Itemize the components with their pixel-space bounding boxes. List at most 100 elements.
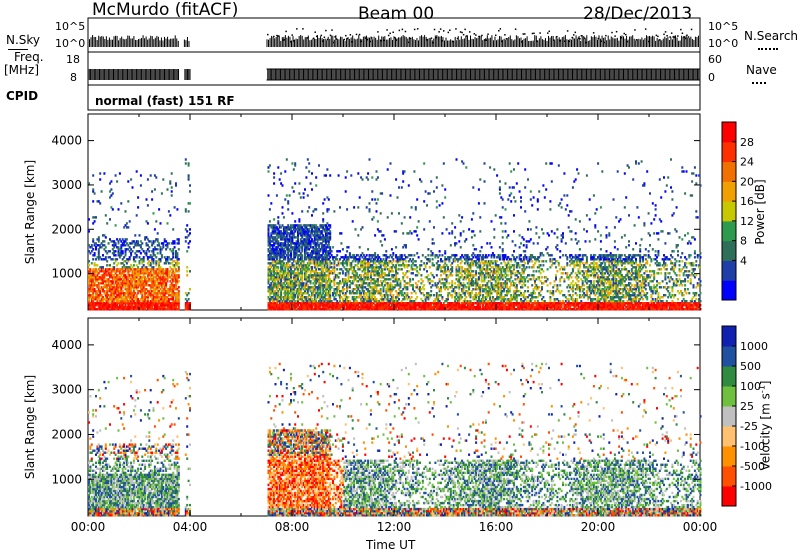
heatmap-cell [139,292,142,295]
heatmap-cell [405,260,407,263]
heatmap-cell [96,304,99,307]
heatmap-cell [124,280,127,283]
heatmap-cell [92,238,95,241]
heatmap-cell [116,274,119,277]
heatmap-cell [128,282,131,285]
heatmap-cell [114,288,117,291]
heatmap-cell [472,186,475,189]
heatmap-cell [139,288,142,291]
heatmap-cell [454,236,457,239]
heatmap-cell [291,186,294,189]
heatmap-cell [128,298,131,301]
heatmap-cell [109,218,111,221]
heatmap-cell [99,304,102,307]
heatmap-cell [92,306,95,309]
heatmap-cell [379,230,382,233]
heatmap-cell [330,250,333,253]
heatmap-cell [139,306,142,309]
heatmap-cell [102,276,104,279]
heatmap-cell [111,286,114,289]
heatmap-cell [400,186,403,189]
heatmap-cell [131,304,134,307]
heatmap-cell [103,304,106,307]
heatmap-cell [106,296,109,299]
heatmap-cell [97,284,100,287]
heatmap-cell [137,206,140,209]
heatmap-cell [113,244,116,247]
heatmap-cell [102,270,104,273]
heatmap-cell [110,180,113,183]
heatmap-cell [176,208,179,211]
heatmap-cell [123,226,126,229]
heatmap-cell [433,276,435,279]
heatmap-cell [176,252,179,255]
heatmap-cell [111,298,114,301]
heatmap-cell [329,224,332,227]
heatmap-cell [114,272,117,275]
heatmap-cell [441,296,444,299]
heatmap-cell [110,304,113,307]
heatmap-cell [100,300,103,303]
heatmap-cell [327,208,330,211]
heatmap-cell [123,280,126,283]
heatmap-cell [118,302,121,305]
heatmap-cell [137,266,140,269]
date-title: 28/Dec/2013 [583,4,693,24]
heatmap-cell [95,292,97,295]
heatmap-cell [95,280,97,283]
freq-label: Freq. [14,50,44,64]
heatmap-cells [88,158,702,311]
heatmap-cell [110,188,113,191]
heatmap-cell [109,298,111,301]
heatmap-cell [139,258,142,261]
heatmap-cell [114,224,117,227]
heatmap-cell [123,306,126,309]
heatmap-cell [116,278,119,281]
heatmap-cell [146,178,149,181]
heatmap-cell [114,302,117,305]
heatmap-cell [137,242,140,245]
heatmap-cell [132,270,135,273]
heatmap-cell [123,274,126,277]
heatmap-cell [110,306,113,309]
heatmap-cell [100,282,103,285]
heatmap-cell [110,288,113,291]
heatmap-cell [128,300,131,303]
heatmap-cell [132,292,135,295]
heatmap-cell [125,238,128,241]
heatmap-cell [184,162,187,165]
heatmap-cell [302,192,305,195]
heatmap-cell [117,308,120,311]
heatmap-cell [106,302,109,305]
heatmap-cell [131,270,134,273]
heatmap-cell [285,158,288,161]
heatmap-cell [353,206,356,209]
heatmap-cell [125,262,128,265]
heatmap-cell [132,302,135,305]
heatmap-cell [139,270,142,273]
heatmap-cell [111,282,114,285]
heatmap-cell [304,188,306,191]
heatmap-cell [128,304,131,307]
heatmap-cell [89,270,92,273]
heatmap-cell [389,162,392,165]
heatmap-cell [428,220,431,223]
heatmap-cell [118,254,121,257]
heatmap-cell [135,296,138,299]
heatmap-cell [134,284,137,287]
heatmap-cell [417,220,420,223]
heatmap-cell [99,282,102,285]
heatmap-cell [97,256,100,259]
heatmap-cell [89,278,92,281]
heatmap-cell [311,266,313,269]
heatmap-cell [288,194,291,197]
heatmap-cell [89,304,92,307]
heatmap-cell [124,278,127,281]
heatmap-cell [117,252,120,255]
heatmap-cell [414,292,417,295]
heatmap-cell [128,280,131,283]
heatmap-cell [116,288,119,291]
heatmap-cell [100,304,103,307]
heatmap-cell [125,278,128,281]
heatmap-cell [111,270,114,273]
